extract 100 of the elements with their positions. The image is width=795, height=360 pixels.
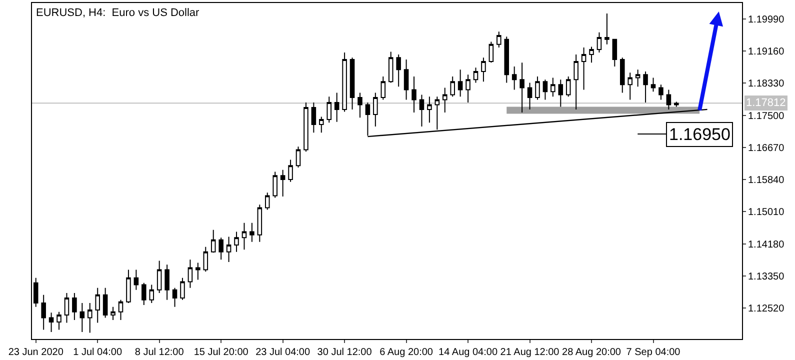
- candlestick: [596, 32, 602, 54]
- candlestick: [126, 269, 131, 304]
- candlestick: [604, 12, 610, 45]
- chart-title: EURUSD, H4: Euro vs US Dollar: [36, 7, 200, 19]
- candlestick: [326, 96, 332, 124]
- candlestick: [674, 101, 679, 108]
- candlestick: [196, 262, 200, 280]
- candlestick: [234, 231, 239, 252]
- candlestick: [304, 102, 308, 152]
- candlestick: [566, 76, 571, 98]
- candlestick: [442, 87, 448, 114]
- candlestick: [80, 302, 85, 333]
- candlestick: [218, 237, 224, 260]
- candlestick: [635, 69, 640, 88]
- annotation: 1.16950: [669, 125, 730, 144]
- x-tick-label: 21 Aug 12:00: [500, 347, 560, 358]
- candlestick: [257, 204, 262, 242]
- candlestick: [612, 38, 618, 67]
- y-tick-label: 1.15010: [748, 207, 785, 218]
- candlestick: [334, 92, 340, 122]
- y-tick-label: 1.12520: [748, 304, 785, 315]
- ref-line-label: 1.17812: [746, 97, 786, 109]
- candlestick: [643, 71, 648, 103]
- candlestick: [504, 36, 510, 84]
- candlestick: [373, 92, 378, 127]
- candlestick: [542, 79, 548, 100]
- candlestick: [203, 246, 208, 272]
- candlestick: [558, 79, 564, 108]
- candlestick: [48, 312, 54, 333]
- candlestick: [280, 169, 286, 198]
- candlestick: [342, 52, 347, 112]
- candlestick: [110, 306, 116, 321]
- candlestick: [350, 57, 355, 110]
- candlestick: [142, 282, 146, 306]
- x-tick-label: 23 Jun 2020: [8, 347, 64, 358]
- y-tick-label: 1.14180: [748, 239, 785, 250]
- candlestick: [41, 294, 46, 330]
- y-tick-label: 1.13350: [748, 271, 785, 282]
- candlestick: [458, 69, 463, 98]
- candlestick: [288, 159, 293, 182]
- candlestick: [64, 292, 70, 324]
- x-tick-label: 28 Aug 20:00: [562, 347, 622, 358]
- candlestick: [419, 94, 424, 127]
- candlestick: [496, 31, 502, 48]
- candlestick: [56, 311, 62, 330]
- candlestick: [95, 287, 100, 324]
- candlestick: [358, 92, 362, 118]
- candlestick: [156, 260, 162, 294]
- candlestick: [527, 82, 532, 110]
- candlestick: [450, 76, 455, 98]
- y-tick-label: 1.16670: [748, 142, 785, 154]
- candlestick: [396, 54, 401, 88]
- candlestick: [550, 77, 556, 98]
- candlestick: [427, 96, 432, 124]
- candlestick: [180, 277, 185, 300]
- candlestick: [311, 102, 316, 134]
- candlestick: [388, 51, 394, 84]
- candlestick: [620, 57, 625, 94]
- x-tick-label: 14 Aug 04:00: [438, 347, 498, 358]
- candlestick: [72, 292, 77, 321]
- candlestick: [102, 287, 108, 318]
- y-tick-label: 1.17500: [748, 110, 785, 122]
- candlestick: [535, 76, 540, 100]
- candlestick: [118, 299, 124, 321]
- y-tick-label: 1.19990: [748, 14, 785, 26]
- x-tick-label: 8 Jul 12:00: [134, 347, 184, 358]
- x-tick-label: 1 Jul 04:00: [73, 347, 122, 358]
- candlestick: [666, 89, 672, 110]
- candlestick: [574, 54, 578, 110]
- candlestick: [473, 67, 478, 84]
- x-tick-label: 7 Sep 04:00: [626, 347, 681, 358]
- candlestick: [296, 146, 301, 168]
- candlestick: [589, 46, 594, 64]
- x-tick-label: 30 Jul 12:00: [317, 347, 372, 358]
- candlestick: [134, 269, 139, 290]
- candlestick: [512, 66, 517, 90]
- x-tick-label: 15 Jul 20:00: [194, 347, 249, 358]
- candlestick: [226, 236, 232, 262]
- candlestick: [466, 74, 470, 103]
- candlestick: [412, 76, 416, 114]
- candlestick: [380, 76, 386, 100]
- candlestick: [404, 59, 409, 100]
- candlestick: [164, 264, 170, 300]
- candlestick: [172, 287, 178, 308]
- candlestick: [581, 47, 586, 90]
- candlestick: [658, 84, 664, 100]
- candlestick: [210, 229, 216, 254]
- candlestick: [264, 192, 270, 210]
- candlestick: [272, 171, 278, 198]
- candlestick: [650, 77, 656, 92]
- x-tick-label: 6 Aug 20:00: [380, 347, 434, 358]
- candlestick: [149, 284, 154, 304]
- y-tick-label: 1.19160: [748, 46, 785, 58]
- candlestick: [520, 62, 524, 114]
- y-tick-label: 1.18330: [748, 78, 785, 90]
- candlestick: [87, 302, 92, 334]
- candlestick: [488, 41, 494, 64]
- x-tick-label: 23 Jul 04:00: [256, 347, 310, 358]
- y-tick-label: 1.15840: [748, 175, 785, 186]
- candlestick: [250, 222, 254, 242]
